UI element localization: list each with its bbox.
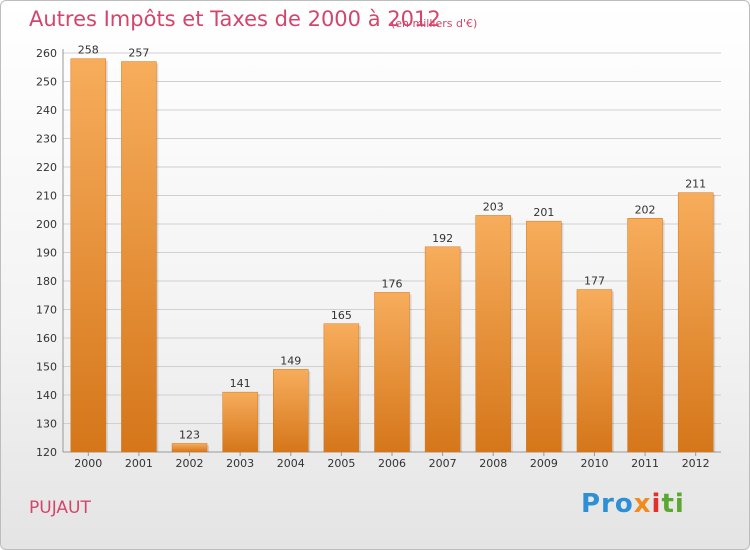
logo-part-2: x — [633, 489, 652, 519]
bar-2004 — [273, 369, 309, 453]
proxiti-logo: Proxiti — [581, 489, 685, 519]
y-tick-label: 170 — [36, 304, 57, 317]
x-tick-label: 2000 — [74, 457, 102, 470]
x-tick-label: 2004 — [277, 457, 305, 470]
y-tick-label: 180 — [36, 275, 57, 288]
y-tick-label: 200 — [36, 218, 57, 231]
y-tick-label: 120 — [36, 446, 57, 459]
bar-2007 — [424, 246, 461, 453]
x-tick-label: 2005 — [327, 457, 355, 470]
x-tick-label: 2008 — [479, 457, 507, 470]
x-tick-label: 2012 — [682, 457, 710, 470]
x-tick-label: 2009 — [530, 457, 558, 470]
value-label: 257 — [128, 47, 149, 60]
bar-2012 — [677, 192, 714, 453]
x-tick-label: 2011 — [631, 457, 659, 470]
x-tick-label: 2001 — [125, 457, 153, 470]
value-label: 177 — [584, 275, 605, 288]
y-tick-label: 220 — [36, 161, 57, 174]
bars — [70, 58, 716, 453]
y-tick-label: 140 — [36, 389, 57, 402]
y-tick-label: 230 — [36, 133, 57, 146]
value-label: 176 — [382, 277, 403, 290]
x-tick-label: 2002 — [176, 457, 204, 470]
x-tick-label: 2007 — [429, 457, 457, 470]
y-tick-label: 210 — [36, 190, 57, 203]
chart-subtitle: (en milliers d'€) — [391, 17, 478, 30]
value-label: 141 — [230, 377, 251, 390]
logo-part-1: Pro — [581, 489, 634, 519]
value-label: 211 — [685, 178, 706, 191]
logo-part-4: ti — [661, 489, 685, 519]
y-tick-label: 190 — [36, 247, 57, 260]
value-label: 123 — [179, 428, 200, 441]
value-label: 165 — [331, 309, 352, 322]
bar-2011 — [627, 218, 663, 453]
bar-2006 — [374, 292, 410, 453]
y-tick-label: 260 — [36, 47, 57, 60]
value-label: 201 — [533, 206, 554, 219]
y-tick-label: 250 — [36, 76, 57, 89]
location-label: PUJAUT — [29, 498, 91, 518]
logo-part-3: i — [651, 489, 662, 519]
x-tick-label: 2010 — [580, 457, 608, 470]
value-label: 258 — [78, 44, 99, 57]
y-tick-label: 160 — [36, 332, 57, 345]
bar-2003 — [222, 391, 258, 453]
bar-2005 — [323, 323, 360, 453]
bar-2010 — [576, 289, 613, 453]
bar-2009 — [526, 220, 562, 453]
value-label: 202 — [635, 203, 656, 216]
bar-2000 — [70, 58, 107, 453]
value-label: 192 — [432, 232, 453, 245]
bar-2008 — [475, 215, 511, 453]
bar-2002 — [171, 443, 208, 453]
y-tick-label: 150 — [36, 361, 57, 374]
y-tick-label: 130 — [36, 418, 57, 431]
value-label: 149 — [280, 354, 301, 367]
chart-title: Autres Impôts et Taxes de 2000 à 2012 — [29, 7, 441, 31]
x-tick-label: 2003 — [226, 457, 254, 470]
y-tick-label: 240 — [36, 104, 57, 117]
labels: 120 130 140 150 160 170 180 190 200 210 220 230 240 2… — [36, 44, 710, 470]
bar-2001 — [121, 61, 157, 453]
x-tick-label: 2006 — [378, 457, 406, 470]
value-label: 203 — [483, 200, 504, 213]
